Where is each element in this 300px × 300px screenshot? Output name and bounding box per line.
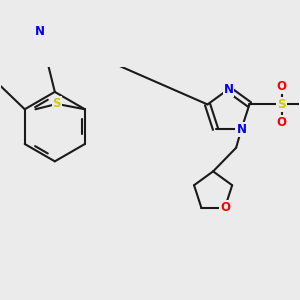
Text: N: N bbox=[236, 123, 246, 136]
Text: O: O bbox=[277, 116, 286, 129]
Text: N: N bbox=[35, 25, 45, 38]
Text: O: O bbox=[220, 201, 230, 214]
Text: O: O bbox=[277, 80, 286, 93]
Text: N: N bbox=[224, 83, 233, 96]
Text: S: S bbox=[277, 98, 286, 111]
Text: S: S bbox=[52, 98, 61, 110]
